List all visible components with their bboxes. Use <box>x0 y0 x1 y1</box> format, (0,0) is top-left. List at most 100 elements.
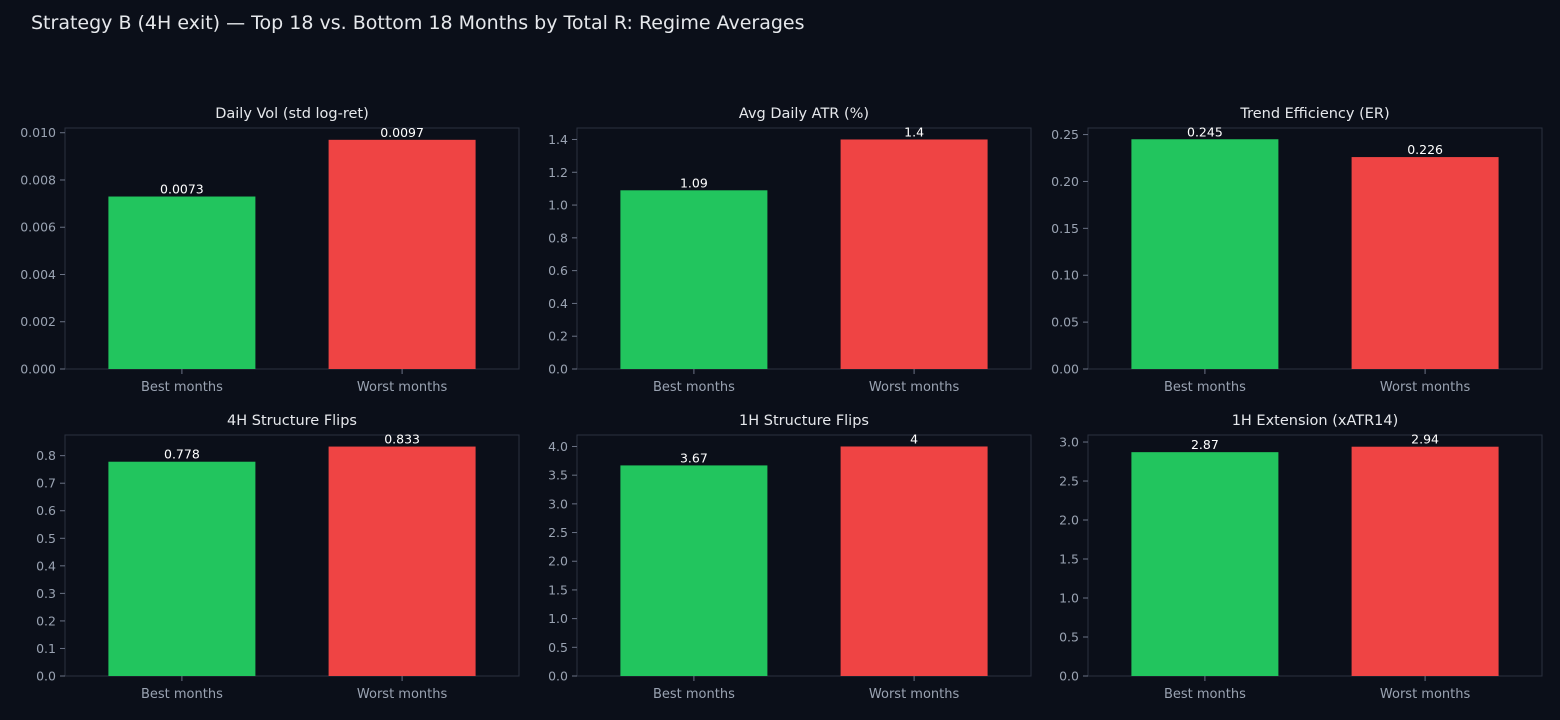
bar-value-label: 0.0073 <box>160 182 204 197</box>
y-tick-label: 0.05 <box>1051 315 1079 330</box>
y-tick-label: 0.5 <box>36 531 56 546</box>
y-tick-label: 0.6 <box>36 503 56 518</box>
bar-value-label: 2.87 <box>1191 437 1219 452</box>
figure-title: Strategy B (4H exit) — Top 18 vs. Bottom… <box>31 12 805 34</box>
y-tick-label: 1.5 <box>548 582 568 597</box>
y-tick-label: 3.5 <box>548 468 568 483</box>
chart-panel-2: Avg Daily ATR (%) 0.0 0.2 0.4 0.6 0.8 1.0 1.2 1.… <box>548 106 1032 395</box>
chart-panel-3: Trend Efficiency (ER) 0.00 0.05 0.10 0.15 0.2… <box>1051 106 1543 395</box>
panel-title: Daily Vol (std log-ret) <box>215 106 369 122</box>
plot-frame <box>1087 434 1543 677</box>
y-tick-label: 2.5 <box>548 525 568 540</box>
x-tick-label: Best months <box>653 380 735 395</box>
chart-panel-1: Daily Vol (std log-ret) 0.000 0.002 0.004 0.… <box>20 106 520 395</box>
y-tick-label: 4.0 <box>548 439 568 454</box>
bar-value-label: 0.0097 <box>380 125 424 140</box>
panel-title: Trend Efficiency (ER) <box>1239 106 1389 122</box>
y-tick-label: 0.4 <box>36 558 56 573</box>
plot-frame <box>64 434 520 677</box>
y-tick-label: 0.000 <box>20 362 56 377</box>
y-tick-label: 1.5 <box>1059 552 1079 567</box>
y-tick-label: 0.0 <box>1059 669 1079 684</box>
x-tick-label: Worst months <box>357 687 448 702</box>
y-tick-label: 0.004 <box>20 267 56 282</box>
y-tick-label: 0.0 <box>548 362 568 377</box>
x-tick-label: Best months <box>653 687 735 702</box>
bar-worst-months <box>840 139 988 369</box>
y-tick-label: 0.2 <box>36 613 56 628</box>
y-tick-label: 0.00 <box>1051 362 1079 377</box>
bar-worst-months <box>328 139 476 369</box>
bar-value-label: 0.226 <box>1407 142 1443 157</box>
bar-best-months <box>620 190 768 369</box>
y-tick-label: 1.0 <box>548 198 568 213</box>
plot-frame <box>576 434 1032 677</box>
panel-title: 1H Structure Flips <box>739 413 869 429</box>
y-tick-label: 3.0 <box>548 496 568 511</box>
x-tick-label: Worst months <box>357 380 448 395</box>
chart-panel-6: 1H Extension (xATR14) 0.0 0.5 1.0 1.5 2.0 2.5 3… <box>1059 413 1543 702</box>
y-tick-label: 0.6 <box>548 263 568 278</box>
bar-best-months <box>108 461 256 676</box>
bar-best-months <box>1131 139 1279 369</box>
y-tick-label: 0.5 <box>1059 630 1079 645</box>
y-tick-label: 0.5 <box>548 640 568 655</box>
x-tick-label: Worst months <box>1380 687 1471 702</box>
bar-value-label: 0.245 <box>1187 124 1223 139</box>
bar-worst-months <box>1351 157 1499 369</box>
y-tick-label: 0.2 <box>548 329 568 344</box>
x-tick-label: Best months <box>141 380 223 395</box>
y-tick-label: 0.0 <box>36 669 56 684</box>
y-tick-label: 1.4 <box>548 132 568 147</box>
panel-title: Avg Daily ATR (%) <box>739 106 869 122</box>
x-tick-label: Worst months <box>1380 380 1471 395</box>
y-tick-label: 3.0 <box>1059 435 1079 450</box>
y-tick-label: 2.0 <box>548 554 568 569</box>
plot-frame <box>64 127 520 370</box>
panels: Daily Vol (std log-ret)0.0000.0020.0040.… <box>20 106 1543 702</box>
y-tick-label: 0.008 <box>20 172 56 187</box>
y-tick-label: 0.3 <box>36 586 56 601</box>
bar-value-label: 4 <box>910 431 918 446</box>
x-tick-label: Worst months <box>869 687 960 702</box>
x-tick-label: Best months <box>141 687 223 702</box>
bar-value-label: 0.833 <box>384 432 420 447</box>
chart-panel-5: 1H Structure Flips 0.0 0.5 1.0 1.5 2.0 2.5 3.0 3… <box>548 413 1032 702</box>
panel-title: 1H Extension (xATR14) <box>1232 413 1399 429</box>
bar-value-label: 2.94 <box>1411 432 1439 447</box>
y-tick-label: 2.5 <box>1059 474 1079 489</box>
y-tick-label: 0.8 <box>548 230 568 245</box>
y-tick-label: 1.0 <box>548 611 568 626</box>
bar-worst-months <box>1351 446 1499 676</box>
bar-value-label: 1.09 <box>680 175 708 190</box>
bar-worst-months <box>840 446 988 676</box>
plot-frame <box>1087 127 1543 370</box>
y-tick-label: 2.0 <box>1059 513 1079 528</box>
chart-panel-4: 4H Structure Flips 0.0 0.1 0.2 0.3 0.4 0.5 0.6 0… <box>36 413 520 702</box>
y-tick-label: 0.002 <box>20 314 56 329</box>
y-tick-label: 0.1 <box>36 641 56 656</box>
bar-value-label: 3.67 <box>680 450 708 465</box>
bar-best-months <box>108 196 256 369</box>
y-tick-label: 1.2 <box>548 165 568 180</box>
x-tick-label: Best months <box>1164 687 1246 702</box>
bar-value-label: 0.778 <box>164 447 200 462</box>
y-tick-label: 0.10 <box>1051 268 1079 283</box>
y-tick-label: 0.25 <box>1051 127 1079 142</box>
x-tick-label: Best months <box>1164 380 1246 395</box>
bar-worst-months <box>328 446 476 676</box>
panel-title: 4H Structure Flips <box>227 413 357 429</box>
y-tick-label: 0.20 <box>1051 174 1079 189</box>
y-tick-label: 0.8 <box>36 448 56 463</box>
plot-frame <box>576 127 1032 370</box>
y-tick-label: 0.4 <box>548 296 568 311</box>
bar-best-months <box>1131 452 1279 676</box>
y-tick-label: 1.0 <box>1059 591 1079 606</box>
y-tick-label: 0.7 <box>36 476 56 491</box>
y-tick-label: 0.006 <box>20 220 56 235</box>
y-tick-label: 0.15 <box>1051 221 1079 236</box>
bar-value-label: 1.4 <box>904 124 924 139</box>
y-tick-label: 0.010 <box>20 125 56 140</box>
y-tick-label: 0.0 <box>548 669 568 684</box>
